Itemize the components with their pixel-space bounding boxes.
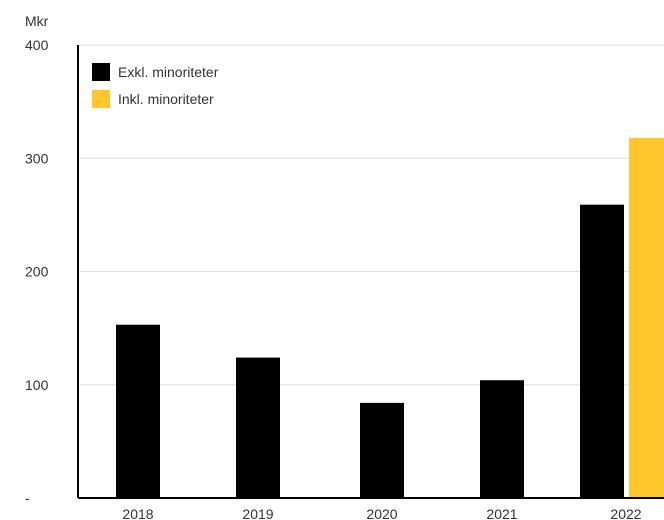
x-tick-label-2018: 2018 [122,506,153,520]
bars [116,137,664,499]
x-axis-ticks: 2018 2019 2020 2021 2022 [122,506,641,520]
y-tick-label: 200 [25,264,49,280]
y-tick-label: 100 [25,377,49,393]
unit-label: Mkr [25,13,49,29]
bar-2018-exkl [116,324,160,498]
bar-2022-exkl [580,204,624,498]
y-axis-ticks: - 100 200 300 400 [25,37,49,506]
x-tick-label-2019: 2019 [242,506,273,520]
x-tick-label-2022: 2022 [610,506,641,520]
bar-2021-exkl [480,380,524,498]
y-tick-label: 400 [25,37,49,53]
grid-lines [78,44,664,386]
bar-2019-exkl [236,357,280,498]
x-tick-label-2021: 2021 [486,506,517,520]
legend: Exkl. minoriteter Inkl. minoriteter [92,63,219,108]
x-tick-label-2020: 2020 [366,506,397,520]
legend-swatch-inkl [92,90,110,108]
bar-2020-exkl [360,402,404,498]
legend-label-exkl: Exkl. minoriteter [118,64,219,80]
legend-swatch-exkl [92,63,110,81]
y-tick-label: - [25,490,30,506]
bar-2022-inkl [629,137,664,499]
y-tick-label: 300 [25,150,49,166]
legend-label-inkl: Inkl. minoriteter [118,91,214,107]
